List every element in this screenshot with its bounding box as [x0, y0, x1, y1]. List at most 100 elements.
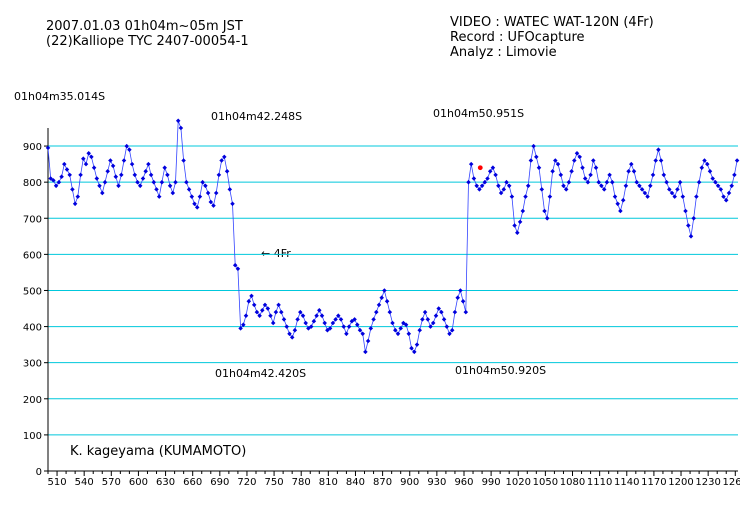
data-point: [62, 161, 67, 167]
data-point: [124, 143, 129, 149]
data-point: [452, 309, 458, 315]
data-point: [653, 158, 658, 163]
data-point: [468, 161, 474, 167]
data-point: [477, 187, 482, 192]
data-point: [75, 194, 81, 199]
data-point: [466, 179, 471, 185]
data-point: [463, 309, 469, 315]
data-point: [306, 326, 311, 331]
x-tick-label: 1020: [506, 477, 531, 488]
data-point: [110, 163, 116, 169]
axis-layer: 0 100 200 300 400 500 600 700 800 900 510 540 570 600…: [23, 128, 740, 488]
data-point: [572, 158, 577, 163]
data-point: [352, 317, 357, 322]
data-point: [471, 176, 477, 181]
data-point: [376, 302, 382, 308]
data-point: [295, 317, 300, 322]
data-point: [265, 306, 271, 311]
data-point: [412, 349, 417, 355]
data-point: [184, 179, 189, 185]
data-point: [591, 158, 596, 163]
data-point: [558, 172, 564, 178]
x-tick-label: 930: [427, 477, 446, 488]
annotation-drop-end: 01h04m42.420S: [215, 367, 306, 380]
data-point: [238, 326, 243, 331]
data-point: [490, 165, 496, 170]
data-point: [696, 179, 702, 185]
data-point: [496, 183, 501, 189]
data-point: [447, 331, 452, 337]
data-point: [51, 178, 56, 183]
data-point: [338, 317, 344, 322]
data-point: [205, 190, 211, 196]
data-point: [734, 158, 740, 163]
data-point: [317, 308, 322, 313]
y-tick-label: 800: [23, 178, 42, 189]
data-point: [379, 295, 384, 300]
data-point: [520, 208, 526, 214]
data-point: [688, 234, 694, 239]
data-point: [512, 223, 517, 228]
data-point: [539, 187, 545, 192]
data-point: [230, 201, 235, 207]
data-point: [707, 169, 713, 174]
data-point: [686, 223, 691, 228]
data-point: [284, 324, 289, 329]
data-point: [314, 313, 319, 318]
data-point: [525, 183, 531, 189]
series-line: [47, 120, 738, 353]
data-point: [363, 349, 368, 355]
data-point: [108, 158, 113, 163]
x-tick-label: 720: [237, 477, 256, 488]
data-point: [691, 216, 696, 221]
x-tick-label: 630: [156, 477, 175, 488]
data-point: [436, 306, 441, 311]
data-point: [393, 327, 398, 333]
data-point: [70, 187, 75, 192]
data-point: [664, 179, 669, 185]
data-point: [430, 320, 436, 326]
data-point: [371, 317, 376, 322]
data-point: [216, 172, 222, 178]
data-point: [170, 190, 176, 196]
x-tick-label: 600: [129, 477, 148, 488]
data-point: [72, 201, 78, 207]
data-point: [588, 172, 593, 178]
data-point: [341, 324, 346, 329]
data-point: [428, 324, 433, 329]
data-point: [289, 335, 295, 340]
data-point: [610, 179, 615, 185]
data-point: [270, 320, 276, 326]
data-point: [360, 331, 365, 337]
data-point: [94, 176, 100, 181]
data-point: [501, 187, 507, 192]
data-point: [387, 309, 393, 315]
data-point: [629, 161, 634, 167]
data-point: [607, 172, 612, 178]
y-tick-label: 0: [36, 467, 42, 478]
data-point: [409, 345, 414, 351]
data-point: [528, 158, 534, 163]
data-point: [281, 317, 287, 322]
data-point: [534, 154, 539, 160]
data-point: [355, 322, 360, 328]
data-point: [580, 165, 585, 170]
data-point: [308, 324, 314, 329]
data-point: [515, 230, 520, 235]
y-tick-label: 300: [23, 359, 42, 370]
data-point: [384, 299, 390, 304]
x-tick-label: 990: [482, 477, 501, 488]
data-point: [140, 176, 146, 181]
data-point: [197, 194, 203, 199]
data-point: [143, 169, 148, 174]
annotation-rise-start: 01h04m50.920S: [455, 364, 546, 377]
x-tick-label: 1260: [723, 477, 740, 488]
data-point: [273, 309, 279, 315]
annotation-time-start: 01h04m35.014S: [14, 90, 105, 103]
data-point: [327, 326, 333, 331]
data-point: [173, 179, 178, 185]
data-point: [620, 197, 626, 203]
data-point: [357, 327, 363, 333]
x-tick-label: 1050: [533, 477, 558, 488]
data-point: [729, 183, 734, 189]
